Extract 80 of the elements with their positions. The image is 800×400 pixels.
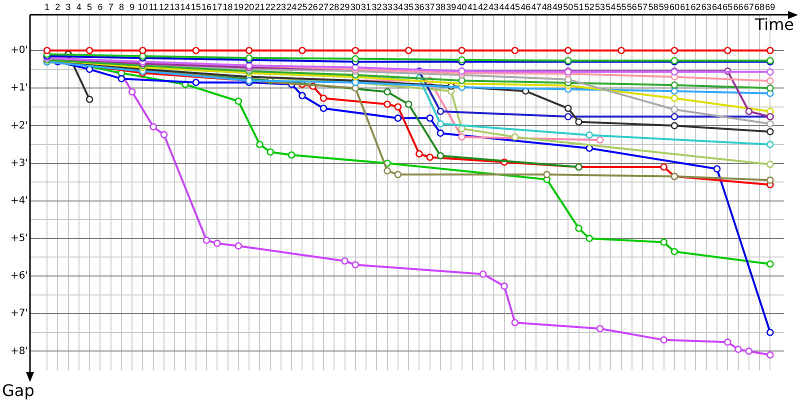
x-tick-label: 45 bbox=[510, 2, 520, 12]
x-tick-label: 11 bbox=[148, 2, 158, 12]
x-tick-label: 49 bbox=[552, 2, 562, 12]
x-tick-label: 56 bbox=[626, 2, 637, 12]
y-tick-label: +5' bbox=[10, 233, 28, 244]
x-tick-label: 32 bbox=[372, 2, 382, 12]
x-tick-label: 25 bbox=[297, 2, 308, 12]
x-tick-label: 63 bbox=[701, 2, 712, 12]
x-tick-label: 21 bbox=[254, 2, 265, 12]
y-tick-label: +3' bbox=[10, 158, 28, 169]
x-tick-label: 61 bbox=[680, 2, 690, 12]
x-tick-label: 64 bbox=[712, 2, 722, 12]
y-tick-label: +6' bbox=[10, 270, 28, 282]
x-tick-label: 28 bbox=[329, 2, 340, 12]
x-tick-label: 47 bbox=[531, 2, 542, 12]
x-tick-label: 52 bbox=[584, 2, 594, 12]
x-tick-label: 40 bbox=[456, 2, 467, 12]
y-tick-label: +7' bbox=[10, 308, 28, 320]
x-tick-label: 31 bbox=[361, 2, 372, 12]
x-tick-label: 17 bbox=[212, 2, 222, 12]
x-tick-label: 4 bbox=[76, 2, 82, 12]
x-tick-label: 2 bbox=[55, 2, 60, 12]
x-tick-label: 46 bbox=[520, 2, 531, 12]
x-tick-label: 19 bbox=[233, 2, 244, 12]
y-tick-label: +4' bbox=[10, 195, 28, 206]
x-tick-label: 54 bbox=[606, 2, 616, 12]
x-tick-label: 41 bbox=[467, 2, 478, 12]
x-tick-label: 33 bbox=[382, 2, 392, 12]
x-tick-label: 36 bbox=[414, 2, 424, 12]
x-tick-label: 15 bbox=[190, 2, 201, 12]
x-tick-label: 50 bbox=[563, 2, 574, 12]
x-tick-label: 58 bbox=[648, 2, 658, 12]
y-axis-title: Gap bbox=[2, 381, 34, 400]
x-tick-label: 18 bbox=[222, 2, 233, 12]
x-tick-label: 34 bbox=[392, 2, 403, 12]
x-tick-label: 6 bbox=[98, 2, 103, 12]
x-axis-title: Time bbox=[754, 14, 794, 34]
x-tick-label: 1 bbox=[44, 2, 50, 12]
y-tick-label: +0' bbox=[10, 45, 28, 56]
x-tick-label: 7 bbox=[108, 2, 114, 12]
y-tick-label: +1' bbox=[10, 82, 28, 94]
x-tick-label: 39 bbox=[446, 2, 456, 12]
x-tick-label: 9 bbox=[130, 2, 135, 12]
x-tick-label: 14 bbox=[180, 2, 190, 12]
x-tick-label: 3 bbox=[66, 2, 71, 12]
x-tick-label: 16 bbox=[202, 2, 212, 12]
x-tick-label: 65 bbox=[722, 2, 733, 12]
x-tick-label: 44 bbox=[499, 2, 510, 12]
x-tick-label: 22 bbox=[265, 2, 276, 12]
x-tick-label: 42 bbox=[478, 2, 488, 12]
x-tick-label: 24 bbox=[286, 2, 297, 12]
x-tick-label: 43 bbox=[488, 2, 499, 12]
y-tick-label: +8' bbox=[10, 346, 28, 357]
x-tick-label: 67 bbox=[744, 2, 754, 12]
x-tick-label: 69 bbox=[765, 2, 776, 12]
x-tick-label: 12 bbox=[158, 2, 170, 12]
x-tick-label: 26 bbox=[308, 2, 318, 12]
x-tick-label: 55 bbox=[616, 2, 626, 12]
x-tick-label: 62 bbox=[690, 2, 701, 12]
x-tick-label: 27 bbox=[318, 2, 329, 12]
x-tick-label: 38 bbox=[435, 2, 446, 12]
x-tick-label: 53 bbox=[595, 2, 606, 12]
x-tick-label: 35 bbox=[404, 2, 414, 12]
y-tick-label: +2' bbox=[10, 120, 28, 132]
x-tick-label: 29 bbox=[340, 2, 350, 12]
x-tick-label: 48 bbox=[542, 2, 552, 12]
x-tick-label: 59 bbox=[658, 2, 669, 12]
x-tick-label: 13 bbox=[170, 2, 180, 12]
x-tick-label: 23 bbox=[276, 2, 286, 12]
x-tick-label: 37 bbox=[424, 2, 435, 12]
x-tick-label: 60 bbox=[669, 2, 680, 12]
x-tick-label: 66 bbox=[733, 2, 744, 12]
x-tick-label: 57 bbox=[638, 2, 648, 12]
x-tick-label: 68 bbox=[754, 2, 765, 12]
x-tick-label: 8 bbox=[118, 2, 124, 12]
x-tick-label: 20 bbox=[244, 2, 254, 12]
x-tick-label: 5 bbox=[87, 2, 92, 12]
x-tick-label: 10 bbox=[138, 2, 148, 12]
x-tick-label: 51 bbox=[574, 2, 584, 12]
x-tick-label: 30 bbox=[350, 2, 360, 12]
